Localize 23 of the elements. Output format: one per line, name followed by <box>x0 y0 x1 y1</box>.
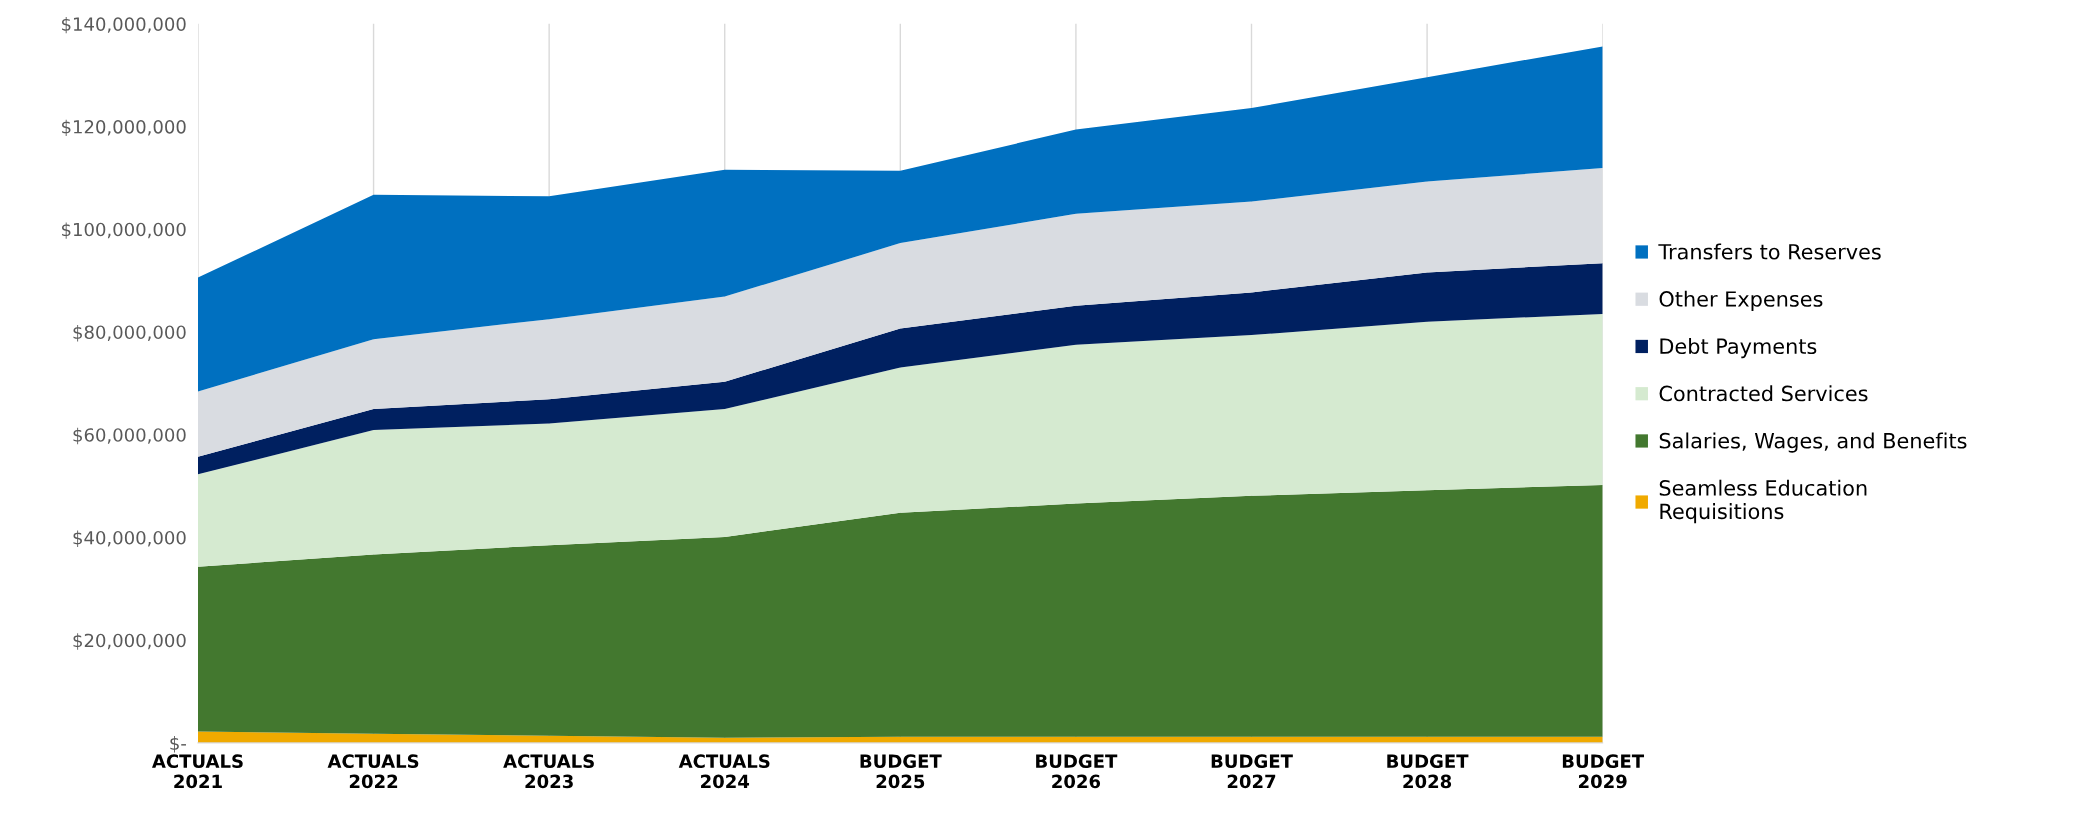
legend-label: Salaries, Wages, and Benefits <box>1659 432 1967 453</box>
y-tick-label: $120,000,000 <box>62 119 186 137</box>
legend-label: Contracted Services <box>1659 385 1868 402</box>
y-tick-label: $40,000,000 <box>73 530 186 547</box>
y-tick-label: $100,000,000 <box>62 222 186 239</box>
x-tick-label: BUDGET 2026 <box>1036 754 1118 789</box>
x-tick-label: BUDGET 2027 <box>1211 754 1293 789</box>
legend-label: Seamless Education Requisitions <box>1659 479 1867 524</box>
x-tick-label: BUDGET 2025 <box>860 754 942 789</box>
legend-label: Transfers to Reserves <box>1658 243 1881 260</box>
y-tick-label: $140,000,000 <box>62 16 186 34</box>
y-tick-label: $- <box>170 736 186 753</box>
x-tick-label: BUDGET 2028 <box>1387 754 1469 789</box>
y-tick-label: $20,000,000 <box>73 633 186 650</box>
legend-label: Other Expenses <box>1659 290 1823 311</box>
legend-label: Debt Payments <box>1660 337 1817 359</box>
x-tick-label: ACTUALS 2024 <box>678 754 770 789</box>
x-tick-label: ACTUALS 2022 <box>327 754 419 789</box>
y-tick-label: $80,000,000 <box>73 325 186 342</box>
x-tick-label: ACTUALS 2023 <box>503 754 594 789</box>
y-tick-label: $60,000,000 <box>73 427 186 445</box>
x-tick-label: ACTUALS 2021 <box>152 754 243 789</box>
x-tick-label: BUDGET 2029 <box>1562 754 1645 789</box>
